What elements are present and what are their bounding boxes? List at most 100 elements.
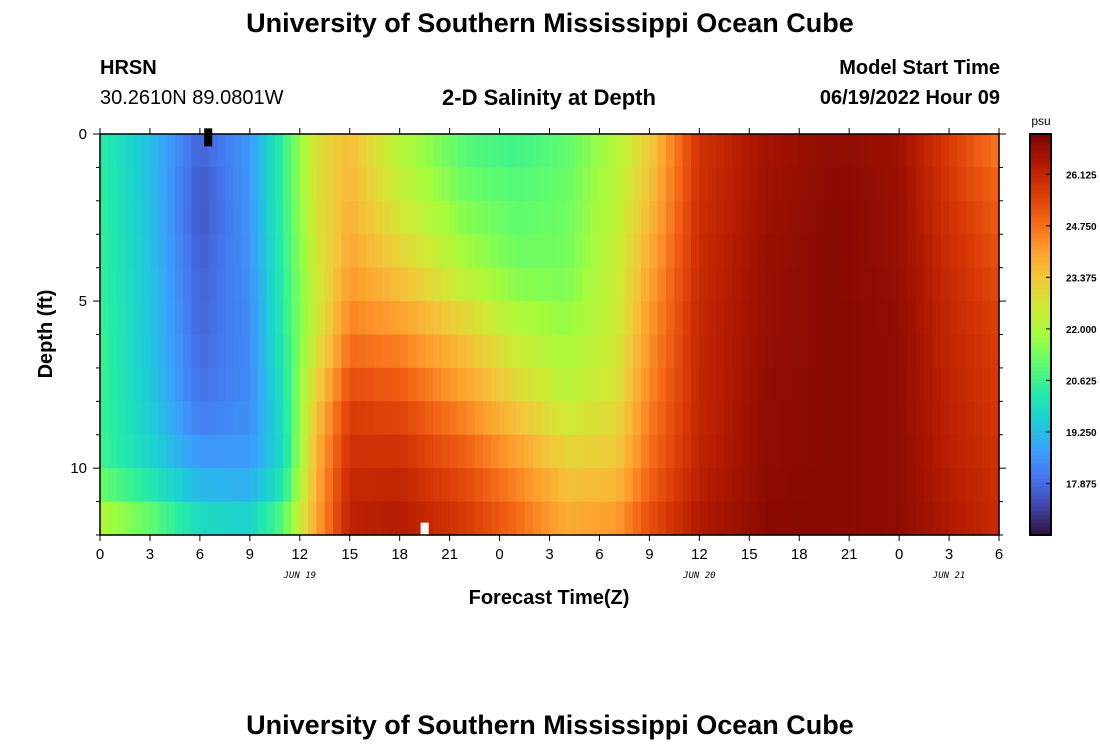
heatmap-cell xyxy=(216,234,226,269)
heatmap-cell xyxy=(491,501,501,536)
heatmap-cell xyxy=(641,334,650,369)
heatmap-cell xyxy=(757,468,767,503)
heatmap-cell xyxy=(790,267,800,302)
heatmap-cell xyxy=(124,367,134,402)
heatmap-cell xyxy=(308,167,318,202)
heatmap-cell xyxy=(632,334,642,369)
heatmap-cell xyxy=(682,200,692,235)
heatmap-cell xyxy=(824,434,834,469)
heatmap-cell xyxy=(815,200,825,235)
heatmap-cell xyxy=(857,501,867,536)
heatmap-cell xyxy=(599,200,609,235)
heatmap-cell xyxy=(882,267,892,302)
heatmap-cell xyxy=(832,234,842,269)
minimum-marker xyxy=(204,128,213,147)
heatmap-cell xyxy=(291,501,301,536)
heatmap-cell xyxy=(199,200,209,235)
maximum-marker xyxy=(420,522,429,541)
heatmap-cell xyxy=(299,301,309,336)
heatmap-cell xyxy=(191,301,201,336)
heatmap-cell xyxy=(790,234,800,269)
heatmap-cell xyxy=(507,301,517,336)
heatmap-cell xyxy=(699,334,709,369)
heatmap-cell xyxy=(441,301,451,336)
heatmap-cell xyxy=(582,200,592,235)
heatmap-cell xyxy=(258,501,268,536)
heatmap-cell xyxy=(407,200,417,235)
x-tick-label: 3 xyxy=(545,546,553,563)
heatmap-cell xyxy=(474,468,484,503)
heatmap-cell xyxy=(915,267,925,302)
heatmap-cell xyxy=(216,501,226,536)
heatmap-cell xyxy=(441,434,451,469)
heatmap-cell xyxy=(915,167,925,202)
heatmap-cell xyxy=(641,501,650,536)
heatmap-cell xyxy=(657,301,667,336)
heatmap-cell xyxy=(283,367,293,402)
heatmap-cell xyxy=(333,334,342,369)
heatmap-cell xyxy=(840,301,850,336)
heatmap-cell xyxy=(174,167,184,202)
heatmap-cell xyxy=(890,367,900,402)
colorbar-segment xyxy=(1030,430,1051,436)
heatmap-cell xyxy=(424,301,434,336)
heatmap-cell xyxy=(824,301,834,336)
heatmap-cell xyxy=(799,434,809,469)
heatmap-cell xyxy=(274,301,284,336)
heatmap-cell xyxy=(133,267,143,302)
heatmap-cell xyxy=(366,367,376,402)
heatmap-cell xyxy=(324,401,334,436)
heatmap-cell xyxy=(416,301,426,336)
heatmap-cell xyxy=(990,434,1000,469)
heatmap-cell xyxy=(199,468,209,503)
heatmap-cell xyxy=(524,401,534,436)
heatmap-cell xyxy=(591,234,601,269)
colorbar-segment xyxy=(1030,530,1051,536)
heatmap-cell xyxy=(158,267,168,302)
heatmap-cell xyxy=(491,134,501,169)
heatmap-cell xyxy=(283,334,293,369)
heatmap-cell xyxy=(749,434,759,469)
heatmap-cell xyxy=(591,134,601,169)
heatmap-cell xyxy=(541,301,551,336)
heatmap-cell xyxy=(416,367,426,402)
heatmap-cell xyxy=(116,468,126,503)
heatmap-cell xyxy=(274,367,284,402)
heatmap-cell xyxy=(399,367,409,402)
heatmap-cell xyxy=(416,267,426,302)
heatmap-cell xyxy=(757,334,767,369)
heatmap-cell xyxy=(349,234,359,269)
heatmap-cell xyxy=(715,434,725,469)
heatmap-cell xyxy=(432,401,442,436)
heatmap-cell xyxy=(491,401,501,436)
heatmap-cell xyxy=(349,501,359,536)
heatmap-cell xyxy=(691,234,700,269)
heatmap-cell xyxy=(466,167,476,202)
heatmap-cell xyxy=(374,367,384,402)
heatmap-cell xyxy=(757,434,767,469)
heatmap-cell xyxy=(499,167,509,202)
heatmap-cell xyxy=(632,468,642,503)
heatmap-cell xyxy=(824,334,834,369)
heatmap-cell xyxy=(291,267,301,302)
heatmap-cell xyxy=(932,167,942,202)
heatmap-cell xyxy=(924,434,933,469)
heatmap-cell xyxy=(183,167,193,202)
heatmap-cell xyxy=(674,334,684,369)
heatmap-cell xyxy=(407,267,417,302)
heatmap-cell xyxy=(990,334,1000,369)
heatmap-cell xyxy=(316,434,326,469)
colorbar-segment xyxy=(1030,186,1051,191)
heatmap-cell xyxy=(774,468,784,503)
heatmap-cell xyxy=(100,267,109,302)
heatmap-cell xyxy=(383,234,392,269)
heatmap-cell xyxy=(924,234,933,269)
heatmap-cell xyxy=(890,434,900,469)
heatmap-cell xyxy=(840,267,850,302)
heatmap-cell xyxy=(449,401,459,436)
heatmap-cell xyxy=(158,301,168,336)
heatmap-cell xyxy=(799,401,809,436)
heatmap-cell xyxy=(774,167,784,202)
heatmap-cell xyxy=(949,301,958,336)
heatmap-cell xyxy=(799,367,809,402)
